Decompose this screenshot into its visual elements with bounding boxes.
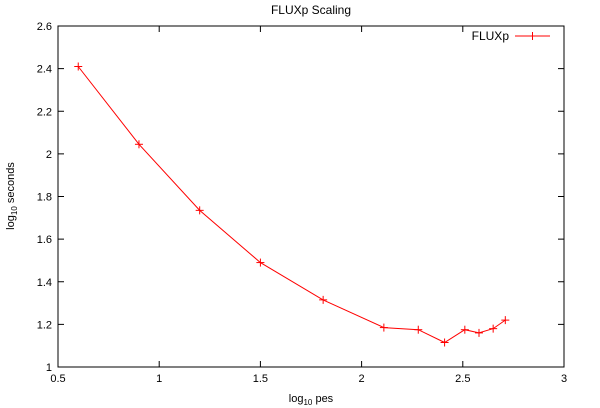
chart-title: FLUXp Scaling	[271, 3, 351, 17]
x-tick-label: 1	[156, 373, 162, 385]
legend: FLUXp	[472, 29, 550, 43]
data-point	[195, 206, 204, 215]
x-tick-label: 3	[561, 373, 567, 385]
y-tick-label: 1	[46, 362, 52, 374]
y-axis-label: log10 seconds	[5, 162, 19, 230]
y-tick-label: 1.4	[37, 277, 52, 289]
y-tick-labels: 1 1.2 1.4 1.6 1.8 2 2.2 2.4 2.6	[37, 21, 52, 374]
x-tick-label: 1.5	[253, 373, 268, 385]
y-tick-label: 2.4	[37, 64, 52, 76]
legend-label-fluxp: FLUXp	[472, 29, 510, 43]
data-point	[134, 140, 143, 149]
y-tick-label: 2.2	[37, 106, 52, 118]
plot-frame	[57, 25, 565, 368]
data-point	[256, 258, 265, 267]
x-tick-label: 0.5	[50, 373, 65, 385]
x-tick-labels: 0.5 1 1.5 2 2.5 3	[50, 373, 567, 385]
series-group	[74, 62, 510, 347]
data-point	[414, 325, 423, 334]
data-point	[379, 323, 388, 332]
y-tick-label: 1.8	[37, 192, 52, 204]
data-point	[440, 338, 449, 347]
legend-marker-fluxp	[528, 32, 537, 40]
axis-ticks	[57, 25, 565, 368]
x-tick-label: 2	[359, 373, 365, 385]
y-tick-label: 2	[46, 149, 52, 161]
data-point	[501, 316, 510, 325]
data-point	[74, 62, 83, 71]
y-tick-label: 1.2	[37, 319, 52, 331]
data-point	[319, 295, 328, 304]
y-tick-label: 2.6	[37, 21, 52, 33]
x-tick-label: 2.5	[455, 373, 470, 385]
data-point	[474, 328, 483, 337]
series-line-fluxp	[77, 66, 506, 344]
y-tick-label: 1.6	[37, 234, 52, 246]
data-point	[460, 325, 469, 334]
x-axis-label: log10 pes	[289, 393, 334, 407]
data-point	[489, 324, 498, 333]
